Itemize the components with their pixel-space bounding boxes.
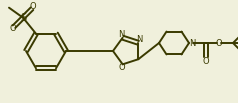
Text: S: S <box>20 13 26 23</box>
Text: N: N <box>189 39 195 47</box>
Text: O: O <box>203 57 209 66</box>
Text: O: O <box>30 2 36 11</box>
Text: N: N <box>119 30 125 39</box>
Text: O: O <box>118 63 125 72</box>
Text: O: O <box>10 24 16 33</box>
Text: O: O <box>216 39 222 47</box>
Text: N: N <box>136 35 143 44</box>
